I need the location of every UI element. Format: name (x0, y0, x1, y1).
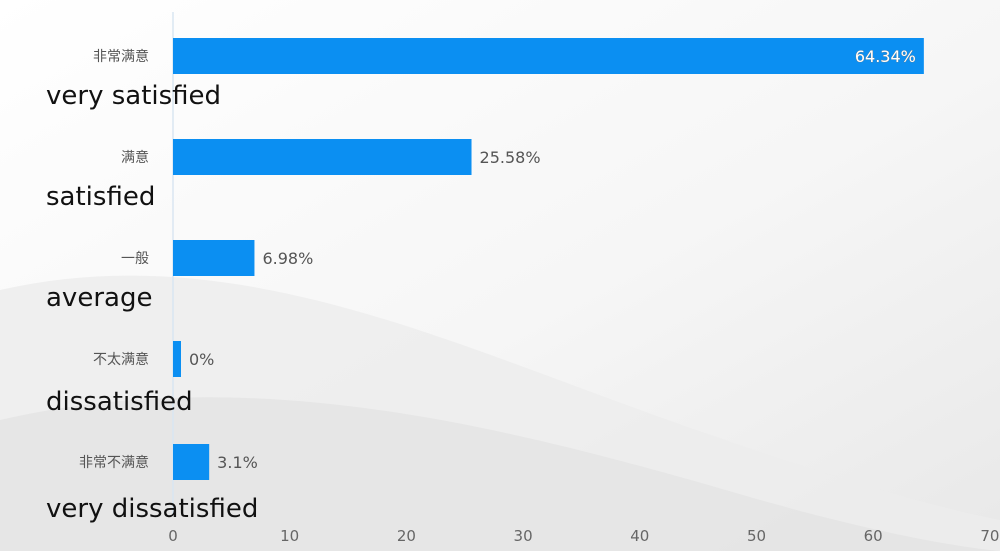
data-label: 0% (189, 350, 214, 369)
category-annotation: average (46, 283, 152, 313)
category-label: 非常不满意 (79, 454, 149, 471)
bar (173, 139, 472, 175)
data-label: 25.58% (480, 148, 541, 167)
bar (173, 444, 210, 480)
category-label: 满意 (121, 149, 149, 166)
background-wave (0, 397, 1000, 551)
x-tick-label: 0 (168, 527, 178, 545)
data-label: 6.98% (262, 249, 313, 268)
x-tick-label: 60 (864, 527, 883, 545)
category-annotation: dissatisfied (46, 387, 193, 417)
category-label: 非常满意 (93, 48, 149, 65)
category-annotation: very dissatisfied (46, 494, 258, 524)
category-annotation: satisfied (46, 182, 155, 212)
x-tick-label: 20 (397, 527, 416, 545)
data-label: 64.34% (855, 47, 916, 66)
x-tick-label: 30 (514, 527, 533, 545)
bar (173, 341, 181, 377)
data-label: 3.1% (217, 453, 258, 472)
x-tick-label: 10 (280, 527, 299, 545)
x-tick-label: 40 (630, 527, 649, 545)
category-label: 不太满意 (93, 351, 149, 368)
bar (173, 240, 255, 276)
x-tick-label: 50 (747, 527, 766, 545)
bar (173, 38, 924, 74)
category-label: 一般 (121, 251, 149, 267)
x-tick-label: 70 (980, 527, 999, 545)
category-annotation: very satisfied (46, 81, 221, 111)
